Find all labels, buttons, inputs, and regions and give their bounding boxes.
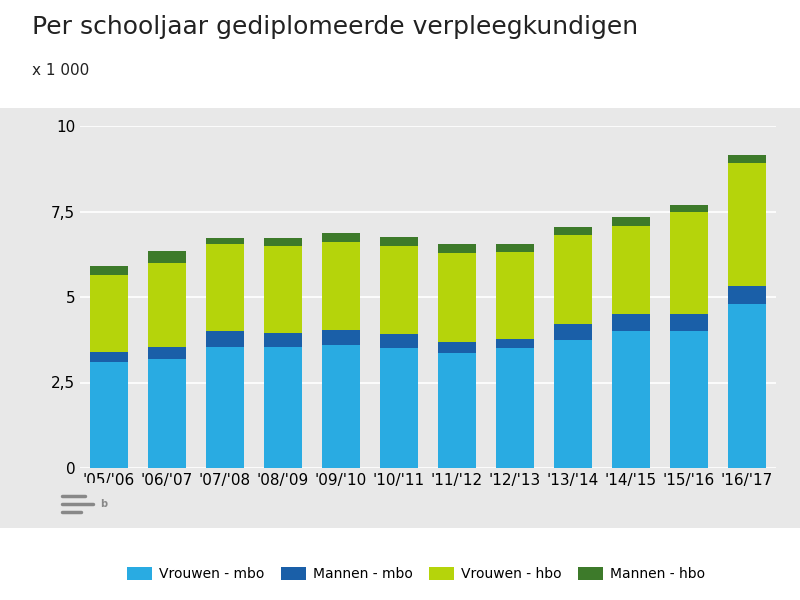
Bar: [438, 353, 476, 468]
Bar: [438, 342, 476, 353]
Bar: [380, 334, 418, 348]
Bar: [728, 304, 766, 468]
Bar: [496, 339, 534, 348]
Bar: [148, 359, 186, 468]
Bar: [322, 233, 360, 242]
Bar: [438, 253, 476, 342]
Bar: [90, 275, 128, 352]
Bar: [612, 217, 650, 226]
Bar: [90, 352, 128, 362]
Bar: [670, 212, 708, 314]
Bar: [612, 314, 650, 331]
Bar: [496, 348, 534, 468]
Bar: [728, 286, 766, 304]
Text: x 1 000: x 1 000: [32, 63, 90, 78]
Bar: [380, 348, 418, 468]
Bar: [554, 235, 592, 325]
Text: Per schooljaar gediplomeerde verpleegkundigen: Per schooljaar gediplomeerde verpleegkun…: [32, 15, 638, 39]
Bar: [496, 244, 534, 251]
Bar: [206, 238, 244, 244]
Bar: [322, 330, 360, 345]
Bar: [90, 362, 128, 468]
Bar: [380, 237, 418, 247]
Text: b: b: [100, 499, 107, 509]
Bar: [264, 333, 302, 347]
Bar: [612, 331, 650, 468]
Bar: [496, 251, 534, 339]
Bar: [206, 331, 244, 347]
Bar: [554, 227, 592, 235]
Bar: [148, 347, 186, 359]
Bar: [206, 347, 244, 468]
Bar: [206, 244, 244, 331]
Bar: [264, 347, 302, 468]
Bar: [148, 251, 186, 263]
Bar: [612, 226, 650, 314]
Bar: [380, 247, 418, 334]
Bar: [438, 244, 476, 253]
Bar: [264, 238, 302, 246]
Bar: [728, 155, 766, 163]
Bar: [264, 246, 302, 333]
Bar: [728, 163, 766, 286]
Bar: [670, 314, 708, 331]
Bar: [670, 331, 708, 468]
Bar: [148, 263, 186, 347]
Bar: [554, 325, 592, 340]
Bar: [554, 340, 592, 468]
Bar: [322, 242, 360, 330]
Bar: [322, 345, 360, 468]
Legend: Vrouwen - mbo, Mannen - mbo, Vrouwen - hbo, Mannen - hbo: Vrouwen - mbo, Mannen - mbo, Vrouwen - h…: [121, 562, 711, 587]
Bar: [90, 266, 128, 275]
Bar: [670, 205, 708, 212]
